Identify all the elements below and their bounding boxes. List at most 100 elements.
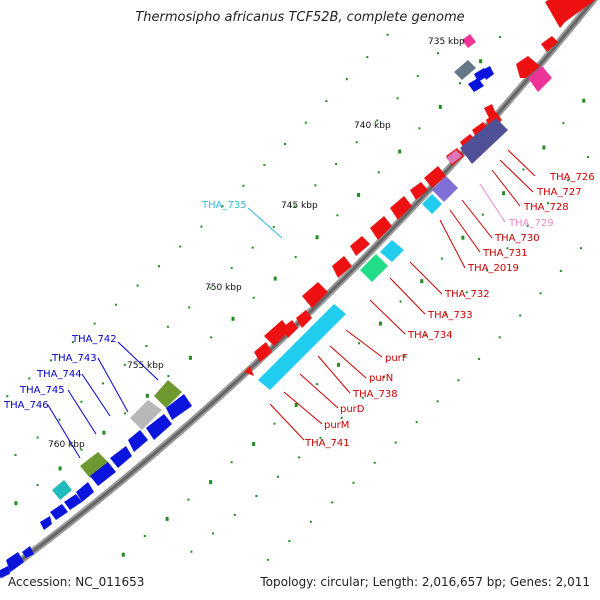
- ring-dot: [123, 363, 126, 366]
- ring-dot: [102, 430, 106, 435]
- ring-dot: [399, 300, 402, 303]
- gene-label: THA_734: [407, 330, 453, 341]
- gene-arrow: [541, 36, 558, 52]
- ring-dot: [522, 168, 525, 171]
- gene-arrow: [50, 504, 68, 520]
- ring-dot: [539, 292, 542, 295]
- ring-dot: [481, 213, 484, 216]
- gene-arrow: [410, 182, 428, 200]
- ring-dot: [465, 291, 468, 294]
- gene-label: THA_743: [51, 353, 97, 364]
- gene-arrow: [516, 56, 540, 78]
- gene-arrow: [370, 216, 392, 240]
- ring-dot: [102, 382, 105, 385]
- ring-dot: [345, 78, 348, 81]
- ring-dot: [58, 418, 61, 421]
- ring-dot: [420, 279, 424, 284]
- scale-label: 760 kbp: [48, 440, 85, 450]
- ring-dot: [498, 336, 501, 339]
- ring-dot: [440, 257, 443, 260]
- dotted-rings: [6, 33, 590, 561]
- gene-label: THA_746: [3, 400, 49, 411]
- ring-dot: [121, 552, 125, 557]
- ring-dot: [293, 205, 296, 208]
- ring-dot: [165, 516, 169, 521]
- ring-dot: [233, 513, 236, 516]
- feature-block: [454, 60, 476, 80]
- ring-dot: [336, 214, 339, 217]
- ring-dot: [445, 312, 448, 315]
- gene-arrow: [468, 78, 484, 92]
- ring-dot: [209, 286, 212, 289]
- ring-dot: [355, 141, 358, 144]
- gene-label: THA_726: [549, 172, 595, 183]
- forward-strand-features: [244, 0, 596, 376]
- ring-dot: [366, 56, 369, 59]
- ring-dot: [273, 276, 277, 281]
- ring-dot: [436, 400, 439, 403]
- gene-arrow: [296, 310, 312, 328]
- ring-dot: [28, 377, 31, 380]
- feature-block: [462, 34, 476, 48]
- ring-dot: [6, 395, 9, 398]
- ring-dot: [242, 184, 245, 187]
- gene-arrow: [166, 394, 192, 420]
- gene-arrow: [22, 546, 34, 558]
- ring-dot: [479, 59, 483, 64]
- gene-arrow: [40, 516, 52, 530]
- ring-dot: [325, 100, 328, 103]
- reverse-strand-features: [0, 66, 494, 578]
- ring-dot: [124, 412, 127, 415]
- ring-dot: [457, 379, 460, 382]
- gene-label: THA_731: [482, 248, 528, 259]
- ring-dot: [337, 362, 340, 367]
- ring-dot: [93, 322, 96, 325]
- ring-dot: [587, 156, 590, 158]
- ring-dot: [459, 82, 461, 85]
- ring-dot: [158, 265, 160, 268]
- ring-dot: [542, 145, 546, 150]
- gene-labels: THA_726 THA_727 THA_728 THA_729 THA_730 …: [3, 172, 595, 449]
- ring-dot: [315, 383, 318, 386]
- feature-block: [80, 452, 108, 478]
- ring-dot: [255, 495, 258, 497]
- ring-dot: [50, 359, 53, 362]
- ring-dot: [580, 247, 582, 250]
- ring-dot: [377, 171, 380, 174]
- gene-label: purF: [385, 353, 408, 364]
- ring-dot: [526, 224, 529, 227]
- ring-dot: [272, 226, 275, 229]
- ring-dot: [231, 316, 235, 321]
- accession-label: Accession: NC_011653: [8, 575, 145, 589]
- ring-dot: [386, 33, 389, 36]
- ring-dot: [167, 375, 170, 377]
- gene-label: THA_738: [352, 389, 398, 400]
- ring-dot: [209, 480, 213, 485]
- gene-arrow: [545, 0, 596, 28]
- ring-dot: [230, 266, 233, 269]
- ring-dot: [80, 448, 83, 451]
- scale-labels: 735 kbp 740 kbp 745 kbp 750 kbp 755 kbp …: [48, 37, 465, 450]
- ring-dot: [200, 225, 203, 228]
- ring-dot: [331, 501, 334, 504]
- ring-dot: [115, 303, 118, 306]
- ring-dot: [187, 498, 190, 501]
- ring-dot: [437, 52, 439, 55]
- ring-dot: [276, 475, 279, 478]
- ring-dot: [190, 550, 193, 553]
- ring-dot: [438, 104, 442, 109]
- ring-dot: [36, 484, 39, 486]
- ring-dot: [145, 393, 149, 398]
- feature-block: [432, 176, 458, 202]
- gene-arrow: [302, 282, 328, 308]
- gene-arrow: [244, 366, 254, 376]
- scale-label: 745 kbp: [281, 201, 318, 211]
- ring-dot: [273, 422, 276, 425]
- gene-label: THA_2019: [467, 263, 519, 274]
- ring-dot: [288, 540, 291, 542]
- ring-dot: [416, 74, 419, 77]
- feature-block: [422, 194, 442, 214]
- ring-dot: [298, 456, 301, 459]
- ring-dot: [398, 149, 402, 154]
